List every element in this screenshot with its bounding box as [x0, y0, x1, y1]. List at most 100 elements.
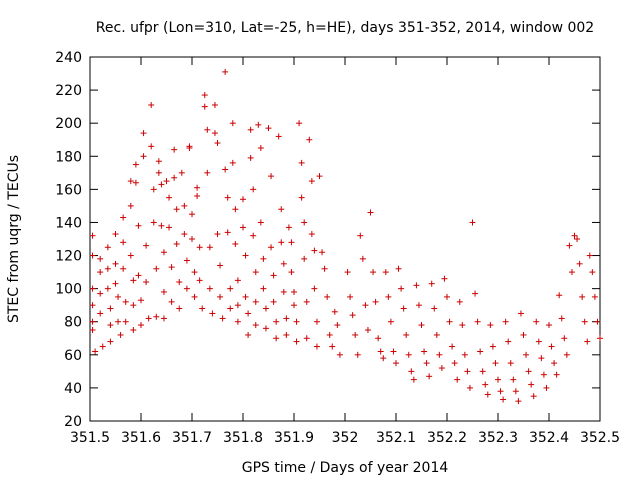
- data-point: [227, 285, 234, 292]
- data-point: [398, 285, 405, 292]
- data-point: [495, 376, 501, 383]
- data-point: [214, 140, 221, 147]
- data-point: [354, 351, 361, 358]
- data-point: [530, 393, 537, 400]
- data-point: [173, 206, 180, 213]
- data-point: [344, 269, 351, 276]
- data-point: [316, 173, 323, 180]
- data-point: [393, 360, 399, 367]
- data-point: [255, 121, 262, 128]
- data-point: [130, 327, 137, 333]
- data-point: [150, 186, 157, 193]
- data-point: [489, 343, 496, 350]
- data-point: [107, 338, 114, 345]
- data-point: [189, 236, 195, 242]
- data-point: [140, 153, 147, 160]
- data-point: [431, 305, 438, 312]
- y-tick-label: 20: [64, 414, 82, 430]
- data-point: [229, 159, 236, 166]
- data-point: [408, 368, 415, 375]
- y-tick: 40: [64, 381, 600, 397]
- data-point: [502, 318, 509, 325]
- data-point: [449, 343, 456, 350]
- data-point: [367, 209, 374, 216]
- data-point: [382, 269, 389, 276]
- data-point: [247, 126, 254, 133]
- data-point: [209, 310, 216, 317]
- data-point: [543, 384, 550, 391]
- data-point: [120, 214, 127, 221]
- data-point: [288, 239, 295, 246]
- data-point: [242, 252, 249, 259]
- x-tick-label: 352.2: [427, 430, 467, 446]
- data-point: [303, 298, 310, 305]
- data-point: [303, 335, 310, 342]
- data-point: [199, 305, 206, 312]
- data-point: [120, 239, 127, 246]
- data-point: [89, 285, 96, 292]
- data-point: [252, 269, 259, 276]
- x-tick: 352.2: [427, 57, 467, 446]
- data-point: [107, 305, 114, 312]
- data-point: [395, 265, 402, 272]
- data-point: [181, 231, 188, 238]
- data-point: [581, 318, 588, 325]
- data-point: [191, 269, 198, 276]
- data-point: [377, 348, 384, 355]
- data-point: [515, 398, 522, 405]
- data-point: [127, 178, 134, 185]
- y-axis-label: STEC from uqrg / TECUs: [6, 155, 22, 323]
- data-point: [561, 335, 568, 342]
- data-point: [347, 293, 354, 300]
- data-point: [268, 244, 275, 251]
- data-point: [97, 269, 104, 276]
- x-tick: 352.5: [580, 57, 620, 446]
- data-point: [291, 302, 297, 309]
- y-tick: 240: [55, 50, 600, 66]
- data-point: [474, 318, 481, 325]
- data-point: [252, 322, 259, 329]
- data-point: [222, 166, 229, 173]
- x-tick-label: 351.8: [223, 430, 263, 446]
- data-point: [293, 318, 300, 325]
- data-point: [176, 279, 183, 286]
- data-point: [349, 312, 356, 319]
- data-point: [597, 335, 603, 342]
- data-point: [176, 305, 183, 312]
- data-point: [589, 269, 596, 276]
- x-tick: 352.4: [529, 57, 569, 446]
- data-point: [296, 120, 303, 127]
- data-point: [410, 376, 417, 383]
- data-point: [206, 285, 213, 292]
- y-tick: 120: [55, 249, 600, 265]
- data-point: [245, 310, 252, 317]
- data-point: [89, 232, 96, 239]
- x-tick-label: 352.3: [478, 430, 518, 446]
- data-point: [319, 249, 326, 256]
- data-point: [150, 219, 157, 226]
- data-point: [331, 308, 338, 315]
- data-point: [168, 264, 175, 271]
- data-point: [497, 388, 504, 395]
- data-point: [194, 184, 201, 191]
- data-point: [301, 255, 308, 262]
- data-point: [240, 196, 246, 203]
- x-tick-label: 351.6: [121, 430, 161, 446]
- data-point: [189, 211, 195, 218]
- data-point: [247, 154, 254, 161]
- data-point: [143, 279, 150, 286]
- data-point: [311, 247, 318, 254]
- data-point: [127, 252, 134, 259]
- data-point: [143, 242, 150, 249]
- data-point: [301, 219, 308, 226]
- data-point: [278, 239, 285, 246]
- data-point: [204, 126, 211, 133]
- data-point: [201, 103, 208, 110]
- data-point: [245, 331, 252, 338]
- data-point: [158, 222, 165, 229]
- data-point: [535, 338, 542, 345]
- data-point: [186, 145, 193, 151]
- data-point: [520, 331, 527, 338]
- data-point: [160, 249, 167, 256]
- data-point: [464, 368, 471, 375]
